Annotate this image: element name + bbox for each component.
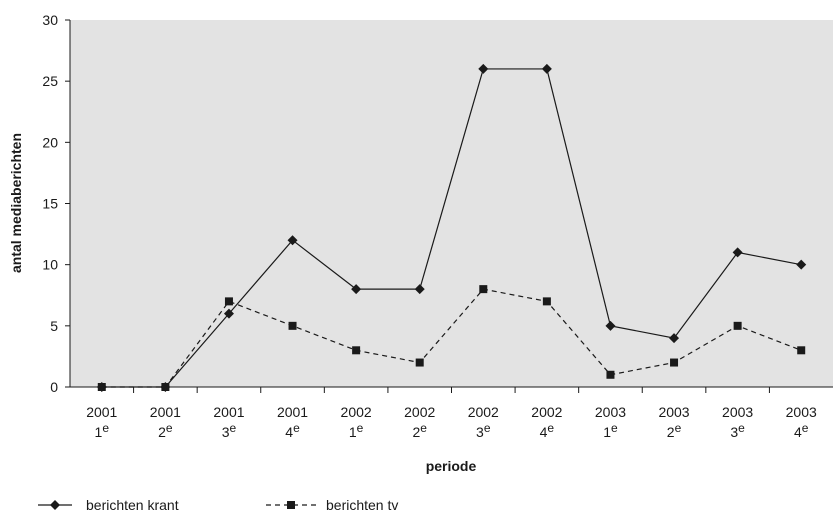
x-tick-label-year: 2001 — [277, 404, 308, 420]
data-point-krant — [478, 63, 489, 74]
x-tick-label-quarter: 4e — [540, 421, 555, 440]
data-point-krant — [414, 284, 425, 295]
series-line-krant — [101, 68, 802, 388]
data-point-tv — [479, 285, 488, 294]
y-axis-title: antal mediaberichten — [8, 133, 24, 273]
x-tick-label-year: 2001 — [86, 404, 117, 420]
x-tick-label-year: 2002 — [404, 404, 435, 420]
x-tick-label-quarter: 1e — [95, 421, 110, 440]
data-point-tv — [797, 346, 806, 355]
x-tick-label-year: 2003 — [722, 404, 753, 420]
x-tick-label-year: 2002 — [341, 404, 372, 420]
data-point-krant — [669, 333, 680, 344]
data-point-tv — [288, 321, 297, 330]
x-tick-label-quarter: 3e — [222, 421, 237, 440]
y-tick-label: 15 — [42, 196, 58, 212]
x-axis-title: periode — [426, 458, 477, 474]
x-tick-label-quarter: 3e — [730, 421, 745, 440]
x-tick-label-quarter: 2e — [412, 421, 427, 440]
data-point-krant — [605, 320, 616, 331]
data-point-krant — [287, 235, 298, 246]
legend-marker-tv — [287, 501, 295, 509]
x-tick-label-year: 2003 — [595, 404, 626, 420]
data-point-krant — [351, 284, 362, 295]
x-tick-label-quarter: 3e — [476, 421, 491, 440]
data-point-tv — [733, 321, 742, 330]
plot-area — [70, 20, 833, 387]
data-point-tv — [542, 297, 551, 306]
data-point-tv — [352, 346, 361, 355]
data-point-tv — [224, 297, 233, 306]
x-tick-label-quarter: 4e — [285, 421, 300, 440]
x-tick-label-quarter: 1e — [349, 421, 364, 440]
x-tick-label-year: 2001 — [213, 404, 244, 420]
data-point-tv — [670, 358, 679, 367]
data-point-krant — [796, 259, 807, 270]
x-tick-label-year: 2002 — [468, 404, 499, 420]
x-tick-label-year: 2003 — [658, 404, 689, 420]
data-point-krant — [732, 247, 743, 258]
legend-item-tv: berichten tv — [266, 497, 398, 513]
data-point-krant — [541, 63, 552, 74]
data-point-tv — [606, 370, 615, 379]
data-point-tv — [415, 358, 424, 367]
y-tick-label: 30 — [42, 12, 58, 28]
y-tick-label: 10 — [42, 257, 58, 273]
legend-item-krant: berichten krant — [38, 497, 179, 513]
y-tick-label: 5 — [50, 318, 58, 334]
x-tick-label-quarter: 2e — [158, 421, 173, 440]
y-tick-label: 0 — [50, 379, 58, 395]
x-tick-label-quarter: 4e — [794, 421, 809, 440]
x-tick-label-year: 2001 — [150, 404, 181, 420]
legend-marker-krant — [50, 500, 60, 510]
x-tick-label-year: 2003 — [786, 404, 817, 420]
x-tick-label-quarter: 1e — [603, 421, 618, 440]
x-tick-label-quarter: 2e — [667, 421, 682, 440]
y-tick-label: 20 — [42, 134, 58, 150]
legend: berichten krant berichten tv — [38, 497, 398, 513]
legend-label-krant: berichten krant — [86, 497, 179, 513]
x-tick-label-year: 2002 — [531, 404, 562, 420]
y-tick-label: 25 — [42, 73, 58, 89]
data-point-krant — [223, 308, 234, 319]
legend-label-tv: berichten tv — [326, 497, 398, 513]
